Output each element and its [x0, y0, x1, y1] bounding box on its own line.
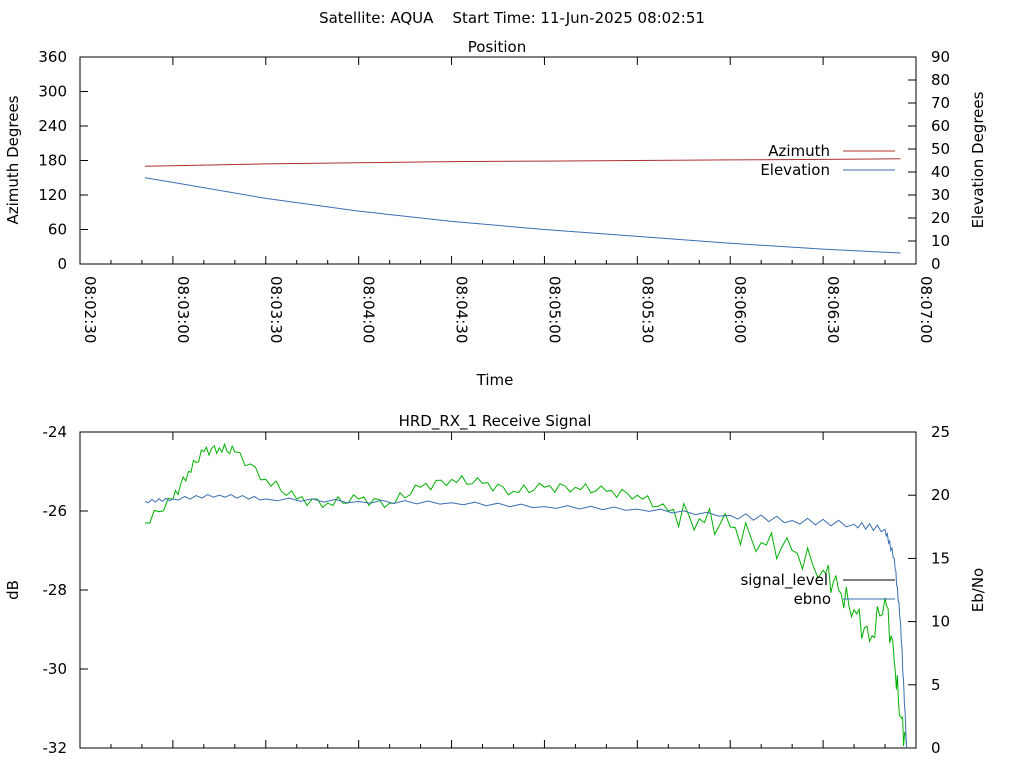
azimuth-axis-ticks: 360 300 240 180 120 60 0 — [38, 48, 88, 273]
y-tick-label: 180 — [38, 152, 67, 170]
position-chart: Position Azimuth Degrees Elevation Degre… — [4, 38, 987, 389]
y-tick-label: -28 — [43, 581, 68, 599]
position-legend: Azimuth Elevation — [760, 142, 895, 179]
receive-signal-plot-frame — [79, 431, 917, 749]
y2-tick-label: 10 — [931, 613, 950, 631]
receive-signal-legend: signal_level ebno — [740, 571, 895, 608]
x-tick-label: 08:05:00 — [545, 276, 563, 343]
y2-tick-label: 60 — [931, 117, 950, 135]
series-line-ebno — [144, 494, 908, 749]
y2-tick-label: 80 — [931, 71, 950, 89]
legend-ebno-label: ebno — [794, 590, 831, 608]
position-chart-title: Position — [468, 38, 526, 56]
series-line-signal-level — [144, 442, 908, 749]
legend-signal-level-label: signal_level — [740, 571, 828, 590]
db-axis-ticks: -24 -26 -28 -30 -32 — [43, 423, 88, 757]
y2-tick-label: 25 — [931, 423, 950, 441]
ebno-axis-ticks: 25 20 15 10 5 0 — [908, 423, 950, 757]
legend-elevation-label: Elevation — [760, 161, 830, 179]
y2-tick-label: 20 — [931, 486, 950, 504]
y-tick-label: 300 — [38, 83, 67, 101]
y2-tick-label: 90 — [931, 48, 950, 66]
receive-signal-series — [144, 442, 908, 749]
y-tick-label: -24 — [43, 423, 68, 441]
x-tick-label: 08:07:00 — [917, 276, 935, 343]
y2-tick-label: 0 — [931, 739, 941, 757]
y-tick-label: 60 — [48, 221, 67, 239]
y2-tick-label: 5 — [931, 676, 941, 694]
y2-tick-label: 30 — [931, 186, 950, 204]
page-title: Satellite: AQUA Start Time: 11-Jun-2025 … — [319, 9, 705, 27]
y2-tick-label: 0 — [931, 255, 941, 273]
y-tick-label: 360 — [38, 48, 67, 66]
y2-tick-label: 70 — [931, 94, 950, 112]
y2-tick-label: 15 — [931, 549, 950, 567]
x-tick-label: 08:02:30 — [81, 276, 99, 343]
elevation-axis-ticks: 90 80 70 60 50 40 30 20 10 0 — [908, 48, 950, 273]
y-tick-label: 0 — [57, 255, 67, 273]
legend-azimuth-label: Azimuth — [768, 142, 830, 160]
y-tick-label: -26 — [43, 502, 68, 520]
x-tick-label: 08:03:30 — [267, 276, 285, 343]
y-tick-label: -32 — [43, 739, 68, 757]
db-axis-label: dB — [4, 580, 22, 600]
y2-tick-label: 20 — [931, 209, 950, 227]
y2-tick-label: 50 — [931, 140, 950, 158]
series-line-azimuth — [144, 158, 901, 167]
x-tick-label: 08:05:30 — [638, 276, 656, 343]
x-tick-label: 08:06:30 — [824, 276, 842, 343]
y-tick-label: 120 — [38, 186, 67, 204]
x-tick-label: 08:04:30 — [453, 276, 471, 343]
elevation-axis-label: Elevation Degrees — [969, 91, 987, 228]
x-tick-label: 08:03:00 — [174, 276, 192, 343]
time-axis-label: Time — [476, 371, 514, 389]
time-axis-ticks: 08:02:30 08:03:00 08:03:30 08:04:00 08:04:30… — [79, 57, 935, 343]
y-tick-label: -30 — [43, 660, 68, 678]
x-tick-label: 08:06:00 — [731, 276, 749, 343]
time-axis-ticks-bottom — [79, 432, 917, 748]
receive-signal-chart-title: HRD_RX_1 Receive Signal — [399, 412, 592, 431]
y2-tick-label: 40 — [931, 163, 950, 181]
y-tick-label: 240 — [38, 117, 67, 135]
ebno-axis-label: Eb/No — [969, 568, 987, 612]
azimuth-axis-label: Azimuth Degrees — [4, 95, 22, 224]
y2-tick-label: 10 — [931, 232, 950, 250]
receive-signal-chart: HRD_RX_1 Receive Signal dB Eb/No -24-26-… — [4, 412, 987, 757]
position-series — [144, 158, 901, 254]
series-line-elevation — [144, 177, 901, 254]
x-tick-label: 08:04:00 — [360, 276, 378, 343]
